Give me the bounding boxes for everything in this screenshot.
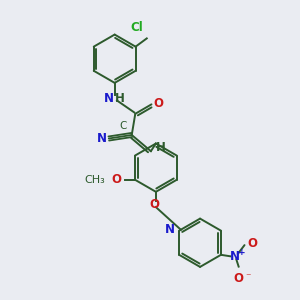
Text: ⁻: ⁻ (245, 272, 250, 282)
Text: Cl: Cl (131, 21, 144, 34)
Text: O: O (149, 198, 159, 211)
Text: N: N (165, 223, 175, 236)
Text: N: N (96, 132, 106, 145)
Text: C: C (119, 122, 127, 131)
Text: N: N (230, 250, 240, 263)
Text: N: N (104, 92, 114, 105)
Text: H: H (115, 92, 125, 105)
Text: O: O (153, 97, 163, 110)
Text: O: O (111, 173, 121, 186)
Text: H: H (156, 141, 166, 154)
Text: O: O (233, 272, 243, 285)
Text: O: O (247, 237, 257, 250)
Text: CH₃: CH₃ (85, 175, 106, 185)
Text: +: + (238, 248, 245, 257)
